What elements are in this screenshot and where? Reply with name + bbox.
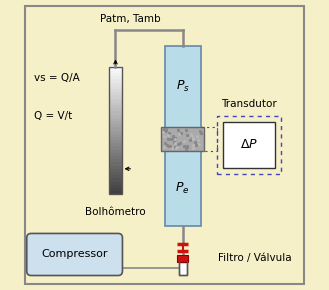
Bar bbox=[217, 116, 281, 174]
Bar bbox=[110, 136, 122, 140]
Bar bbox=[110, 82, 122, 86]
Bar bbox=[110, 171, 122, 175]
Bar bbox=[110, 69, 122, 73]
Bar bbox=[110, 114, 122, 118]
Bar bbox=[161, 127, 204, 151]
Bar bbox=[110, 127, 122, 130]
Text: Transdutor: Transdutor bbox=[221, 99, 276, 109]
Bar bbox=[110, 117, 122, 121]
Bar bbox=[110, 168, 122, 172]
Text: Patm, Tamb: Patm, Tamb bbox=[100, 14, 160, 24]
Bar bbox=[110, 108, 122, 111]
Bar bbox=[110, 175, 122, 178]
Bar bbox=[110, 133, 122, 137]
Bar bbox=[110, 178, 122, 182]
Bar bbox=[110, 143, 122, 146]
Bar bbox=[110, 124, 122, 127]
Bar bbox=[110, 159, 122, 162]
Bar bbox=[110, 66, 122, 70]
Bar bbox=[110, 184, 122, 188]
Bar bbox=[110, 79, 122, 83]
Bar bbox=[110, 101, 122, 105]
Bar bbox=[110, 88, 122, 92]
Text: $\Delta P$: $\Delta P$ bbox=[240, 139, 258, 151]
Text: Filtro / Válvula: Filtro / Válvula bbox=[217, 253, 291, 263]
Bar bbox=[110, 181, 122, 185]
Bar bbox=[110, 146, 122, 150]
Bar bbox=[110, 72, 122, 76]
Bar bbox=[110, 191, 122, 194]
Bar bbox=[110, 120, 122, 124]
Text: Q = V/t: Q = V/t bbox=[34, 111, 72, 121]
Bar bbox=[110, 67, 122, 194]
Bar bbox=[177, 255, 188, 262]
Bar bbox=[179, 262, 187, 275]
Text: Bolhômetro: Bolhômetro bbox=[85, 207, 146, 217]
Bar bbox=[110, 111, 122, 115]
Text: $P_s$: $P_s$ bbox=[176, 79, 190, 95]
FancyBboxPatch shape bbox=[27, 233, 122, 276]
Bar bbox=[110, 104, 122, 108]
Bar bbox=[110, 92, 122, 95]
Text: vs = Q/A: vs = Q/A bbox=[34, 73, 80, 83]
Bar bbox=[110, 130, 122, 134]
Bar bbox=[110, 98, 122, 102]
Bar bbox=[110, 149, 122, 153]
Bar bbox=[110, 85, 122, 89]
Bar bbox=[110, 76, 122, 79]
Bar bbox=[164, 46, 201, 226]
Bar bbox=[110, 165, 122, 169]
Text: $P_e$: $P_e$ bbox=[175, 181, 190, 196]
Text: Compressor: Compressor bbox=[41, 249, 108, 260]
Bar bbox=[110, 187, 122, 191]
Bar bbox=[110, 152, 122, 156]
Bar bbox=[222, 122, 275, 168]
Bar bbox=[110, 155, 122, 159]
Bar bbox=[110, 139, 122, 143]
Bar bbox=[110, 162, 122, 166]
Bar bbox=[110, 95, 122, 99]
